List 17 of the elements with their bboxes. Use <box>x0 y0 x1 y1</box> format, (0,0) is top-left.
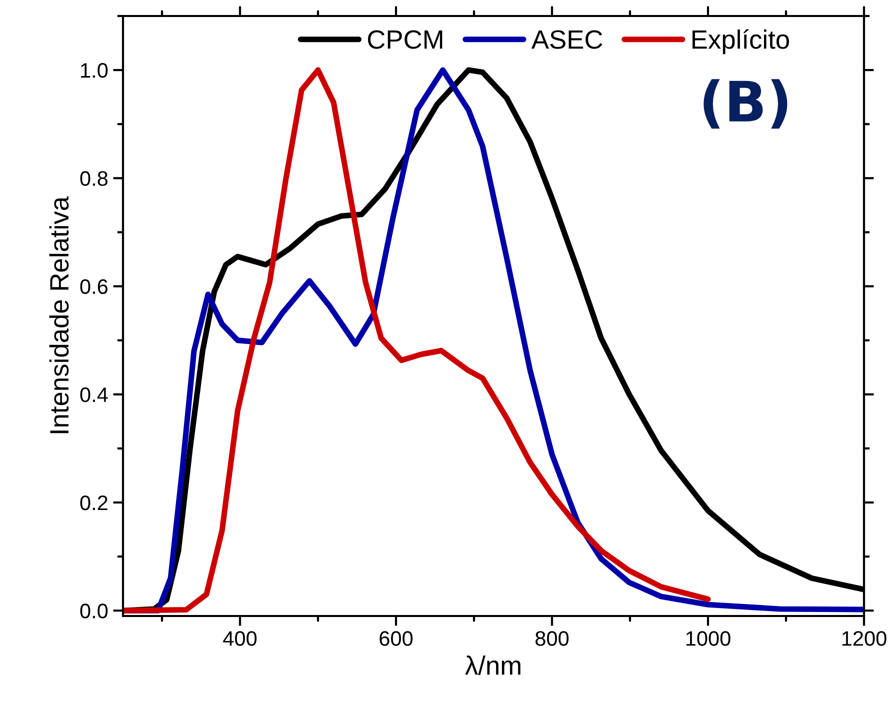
y-tick-label: 0.2 <box>80 495 108 510</box>
y-tick-label: 0.4 <box>80 387 108 402</box>
y-tick-label: 1.0 <box>81 63 108 78</box>
legend-label: ASEC <box>531 30 602 49</box>
annotation: (B) <box>704 79 788 129</box>
x-tick-label: 400 <box>223 631 257 646</box>
legend-label: Explícito <box>692 29 789 54</box>
y-tick-label: 0.6 <box>80 279 108 294</box>
x-axis-title: λ/nm <box>465 656 520 675</box>
legend-label: CPCM <box>368 30 442 49</box>
x-tick-label: 1200 <box>842 631 886 646</box>
y-axis-title: Intensidade Relativa <box>49 196 69 434</box>
x-tick-label: 800 <box>536 631 569 646</box>
x-tick-label: 600 <box>380 631 413 646</box>
y-tick-label: 0.8 <box>80 171 108 186</box>
y-tick-label: 0.0 <box>80 604 108 618</box>
x-tick-label: 1000 <box>686 631 730 646</box>
